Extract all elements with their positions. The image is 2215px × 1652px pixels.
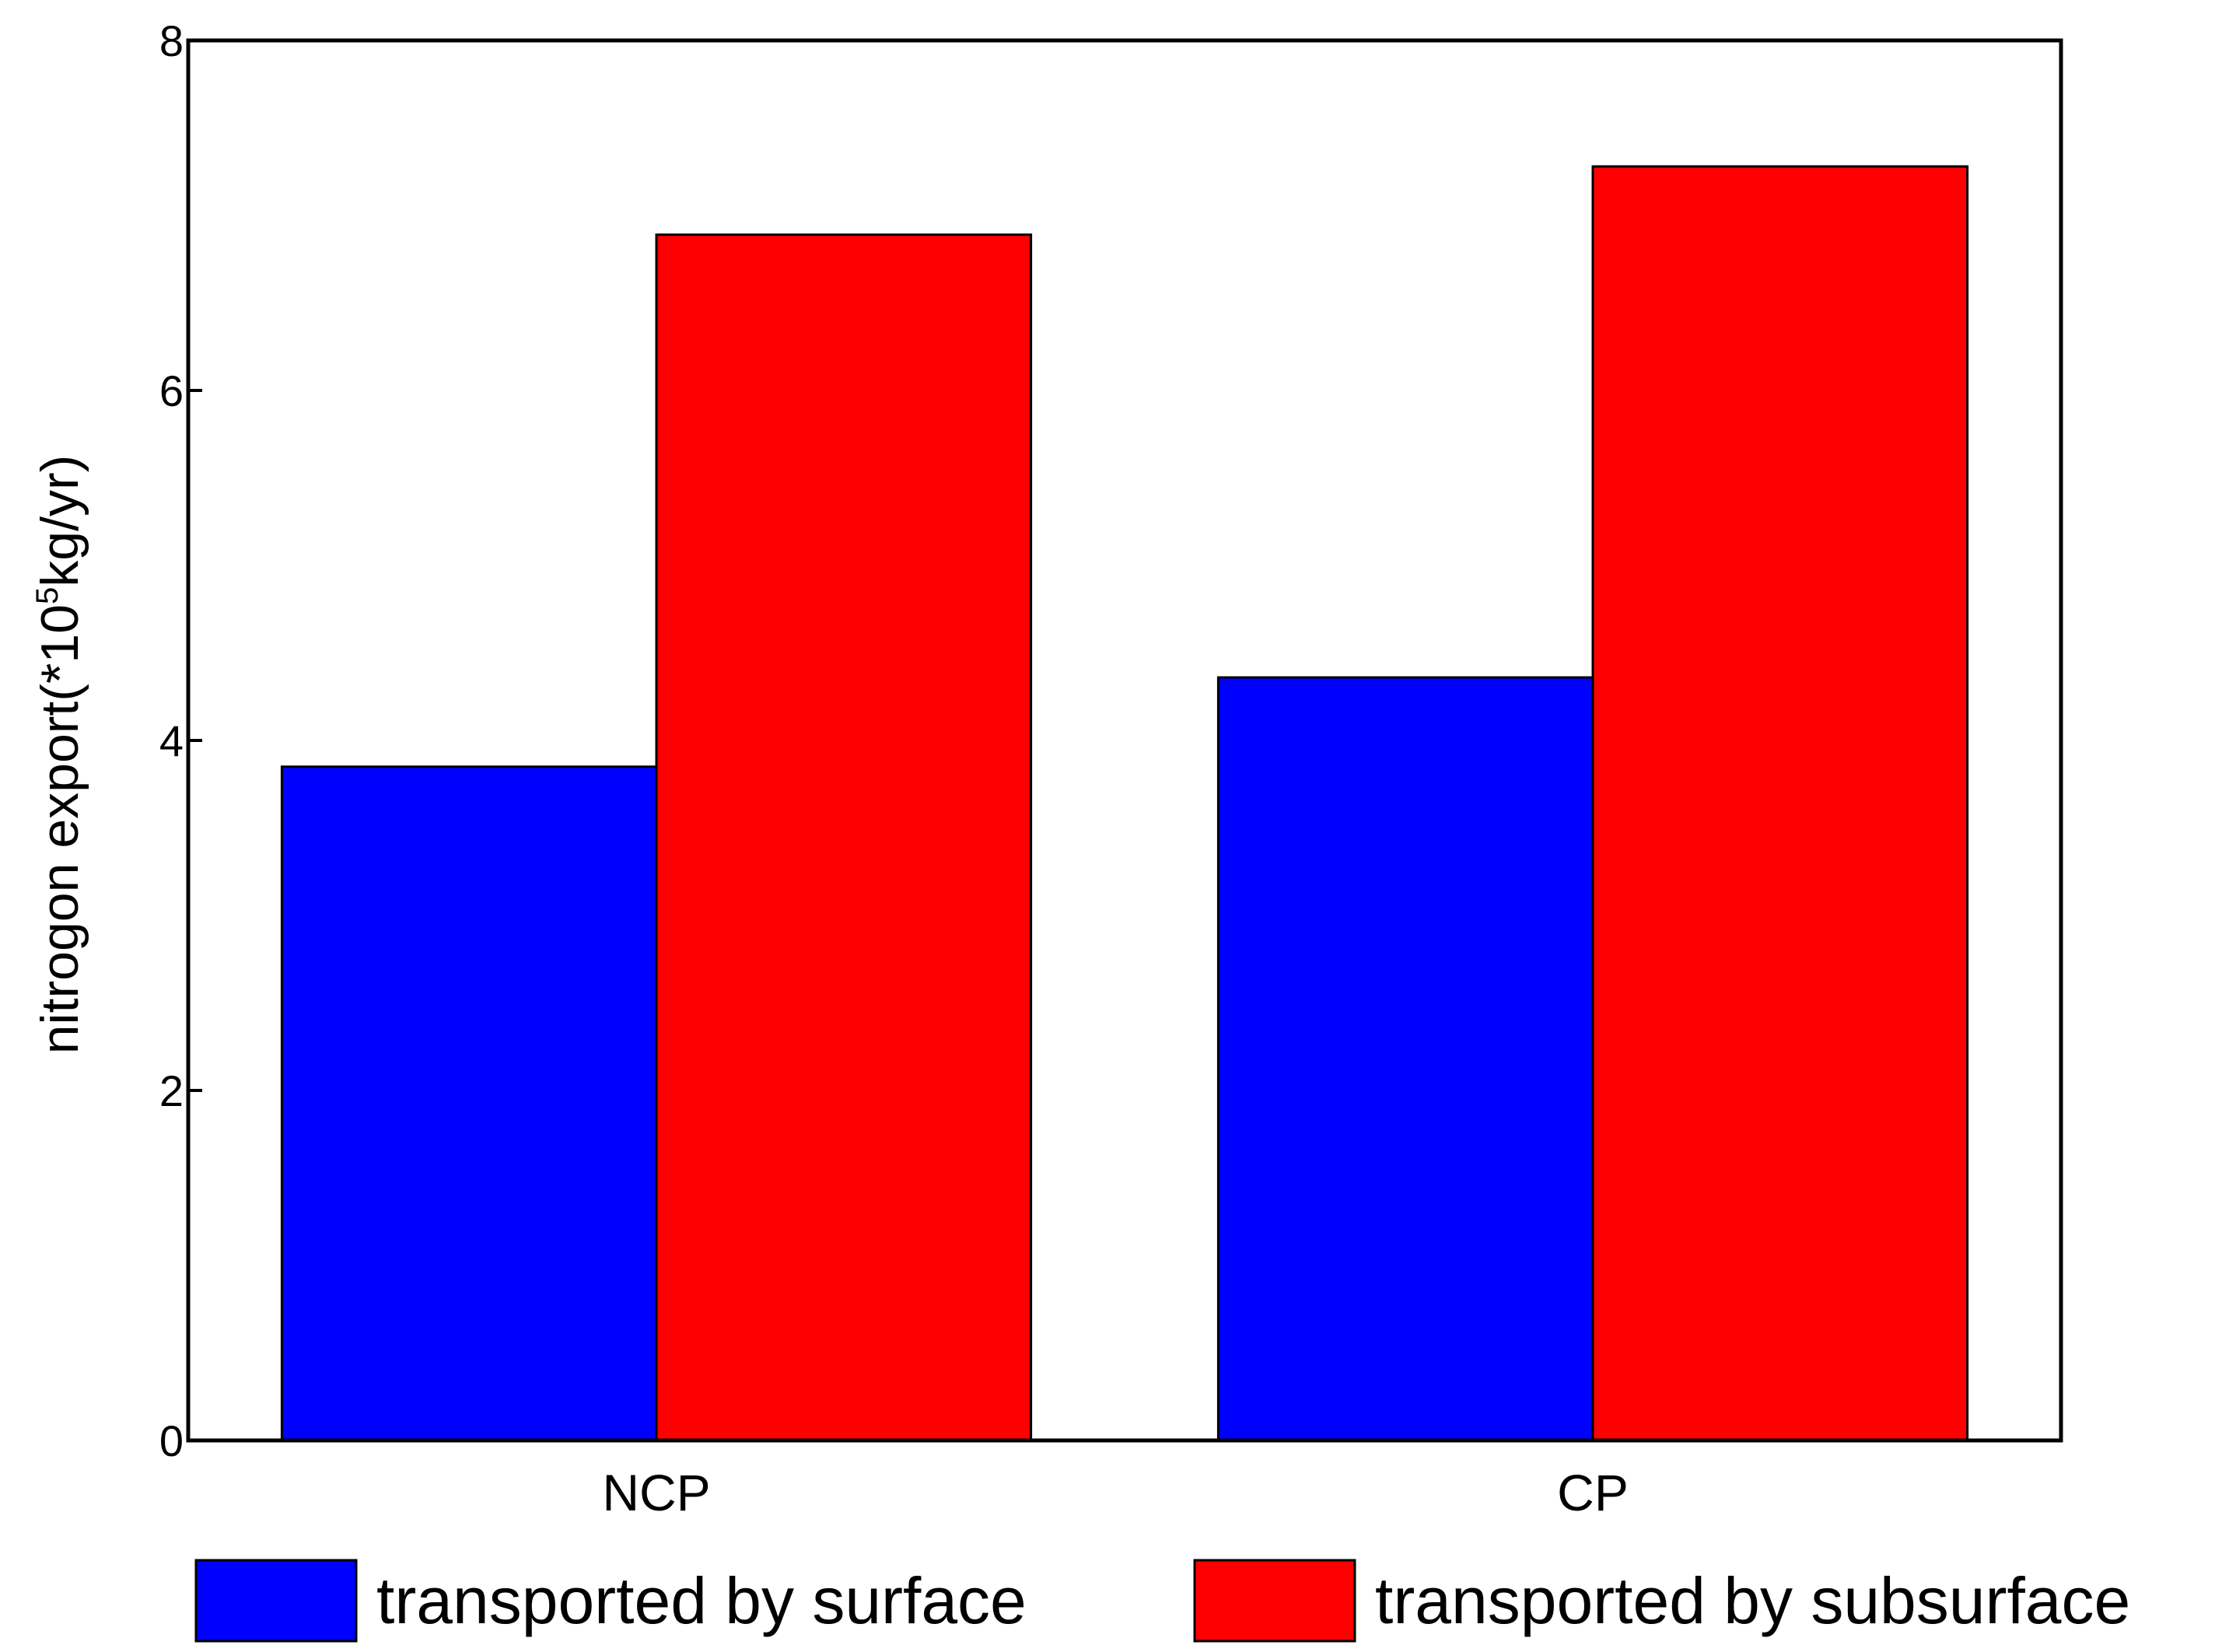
- legend-swatch-subsurface: [1193, 1559, 1356, 1643]
- legend-swatch-surface: [194, 1559, 358, 1643]
- bars-group: [280, 165, 1969, 1442]
- y-axis-title-prefix: nitrogon export(*10: [30, 604, 89, 1054]
- bar-ncp-series-1: [655, 233, 1033, 1442]
- legend-label-surface: transported by surface: [376, 1564, 1027, 1637]
- bar-cp-series-0: [1216, 676, 1594, 1442]
- y-axis-ticks: 0 2 4 6 8: [159, 16, 202, 1465]
- x-axis-category-labels: NCP CP: [602, 1464, 1629, 1521]
- bar-cp-series-1: [1591, 165, 1969, 1442]
- y-tick-label: 4: [159, 716, 184, 765]
- x-category-label: NCP: [602, 1464, 710, 1521]
- y-axis-title: nitrogon export(*105kg/yr): [30, 455, 89, 1055]
- y-tick-label: 8: [159, 16, 184, 65]
- y-tick-label: 6: [159, 366, 184, 415]
- x-category-label: CP: [1557, 1464, 1629, 1521]
- y-tick-label: 2: [159, 1066, 184, 1115]
- y-axis-title-suffix: kg/yr): [30, 455, 89, 587]
- bar-ncp-series-0: [280, 765, 658, 1442]
- y-axis-title-superscript: 5: [30, 587, 65, 604]
- y-tick-label: 0: [159, 1416, 184, 1465]
- legend-label-subsurface: transported by subsurface: [1375, 1564, 2130, 1637]
- legend: transported by surface transported by su…: [194, 1559, 2130, 1643]
